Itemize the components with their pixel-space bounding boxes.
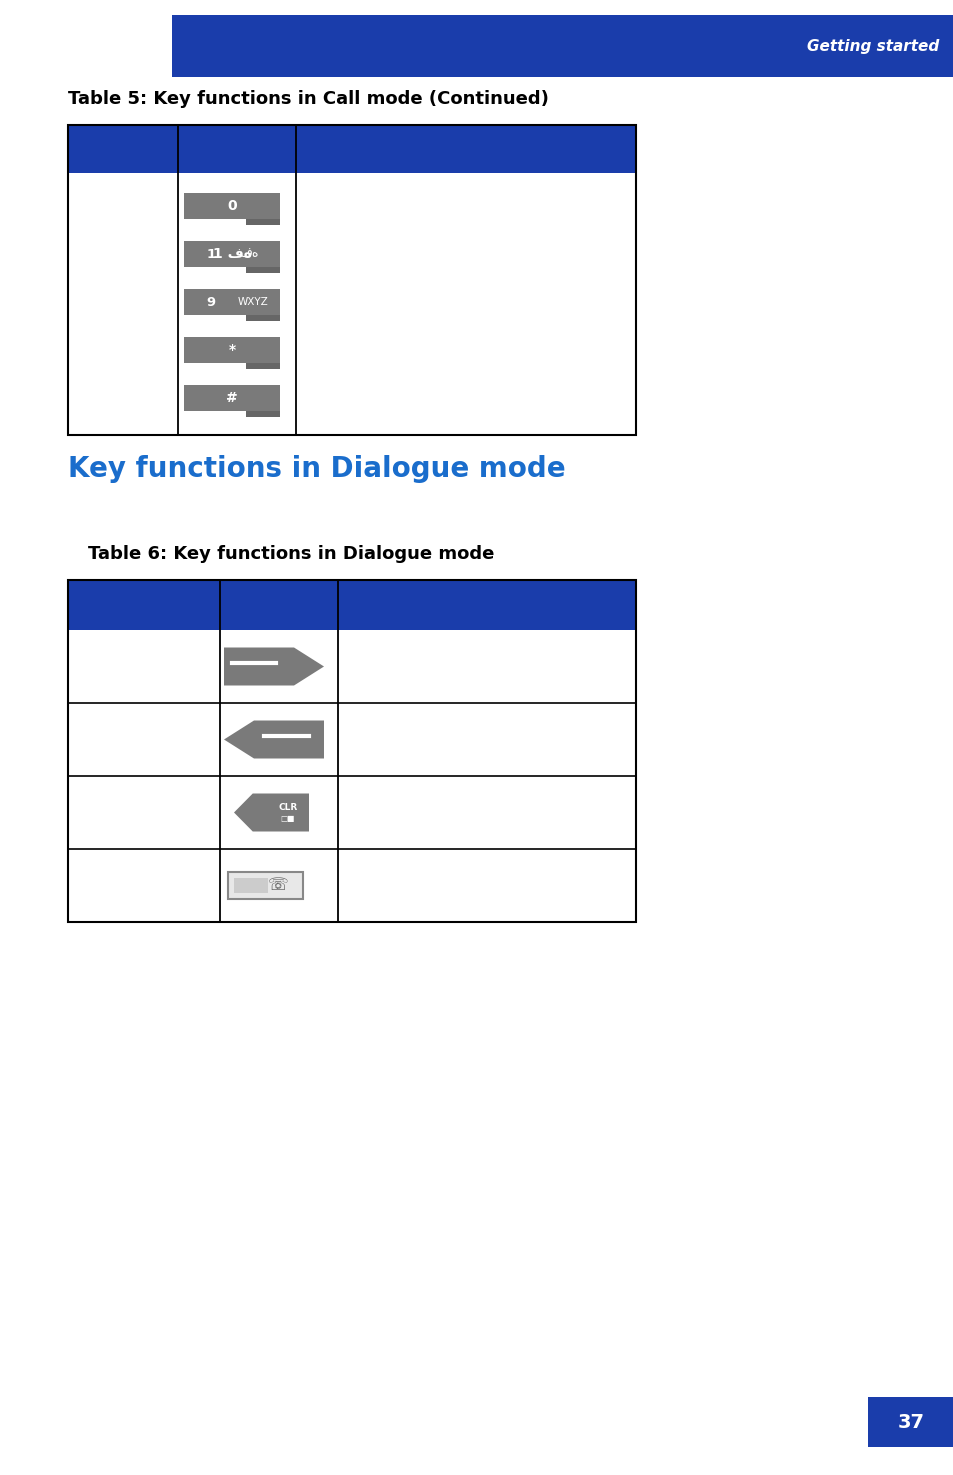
Text: #: # (226, 391, 237, 406)
Text: ☏: ☏ (268, 876, 288, 894)
Text: 9: 9 (206, 295, 215, 308)
Bar (867, 1397, 953, 1447)
Polygon shape (224, 648, 324, 686)
Bar (184, 385, 280, 412)
Text: فه: فه (239, 248, 259, 261)
Bar (233, 878, 268, 892)
Bar (246, 412, 280, 417)
Text: CLR: CLR (278, 804, 297, 813)
Bar (68, 125, 636, 173)
Text: *: * (228, 344, 235, 357)
Text: Key functions in Dialogue mode: Key functions in Dialogue mode (68, 454, 565, 482)
Text: Table 6: Key functions in Dialogue mode: Table 6: Key functions in Dialogue mode (88, 544, 494, 563)
Bar (184, 289, 280, 316)
Bar (246, 363, 280, 369)
Bar (184, 193, 280, 218)
Bar (184, 240, 280, 267)
Bar (246, 316, 280, 322)
Text: 1 فه: 1 فه (213, 246, 252, 261)
Bar (172, 15, 953, 77)
Bar (68, 580, 636, 922)
Bar (246, 267, 280, 273)
Text: 0: 0 (227, 199, 236, 212)
Bar (246, 218, 280, 226)
Bar (184, 240, 280, 267)
Text: □■: □■ (280, 814, 294, 823)
Bar (68, 125, 636, 435)
Bar (184, 336, 280, 363)
Bar (68, 580, 636, 630)
Text: 37: 37 (897, 1413, 923, 1432)
Text: Table 5: Key functions in Call mode (Continued): Table 5: Key functions in Call mode (Con… (68, 90, 548, 108)
Polygon shape (233, 794, 309, 832)
Polygon shape (224, 720, 324, 758)
Text: Getting started: Getting started (806, 38, 938, 53)
Text: 1: 1 (206, 248, 215, 261)
Text: WXYZ: WXYZ (237, 296, 268, 307)
Bar (228, 872, 303, 898)
Bar (246, 267, 280, 273)
